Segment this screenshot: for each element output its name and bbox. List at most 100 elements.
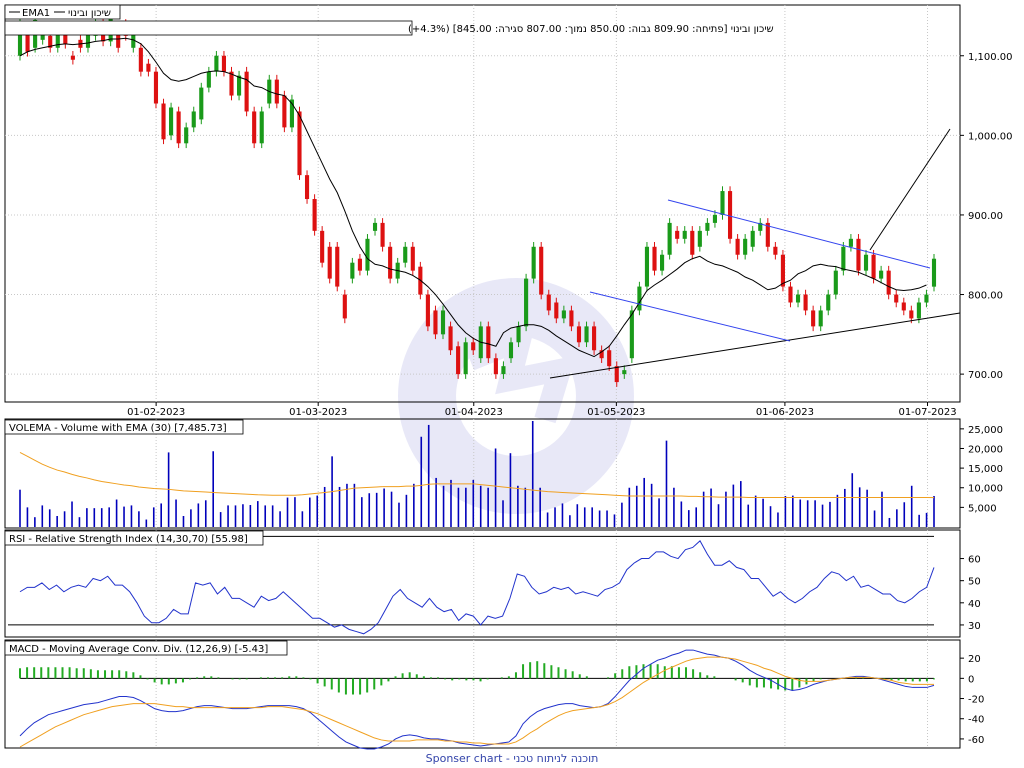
candle-down [811,310,816,327]
rsi-title: RSI - Relative Strength Index (14,30,70)… [4,530,264,546]
candle-up [879,270,884,279]
candle-up [440,310,446,335]
candle-up [924,294,929,303]
date-tick-label: 01-05-2023 [587,407,645,418]
candle-up [833,270,838,295]
candle-up [524,278,529,327]
date-tick-label: 01-03-2023 [289,407,347,418]
candle-up [259,111,264,144]
candle-up [85,31,91,48]
candle-up [206,71,211,88]
candle-up [214,55,219,72]
candle-down [138,47,143,72]
candle-down [274,79,279,104]
macd-tick-label: 0 [968,674,974,685]
candle-up [667,222,672,255]
volume-title: VOLEMA - Volume with EMA (30) [7,485.73] [4,419,244,435]
date-tick-label: 01-06-2023 [756,407,814,418]
candle-up [40,31,45,40]
candle-up [372,222,378,231]
candle-down [727,191,733,239]
candle-down [901,302,906,311]
candle-up [191,111,196,128]
candle-up [403,246,408,263]
price-tick-label: 800.00 [968,291,1003,302]
candle-down [614,366,619,383]
rsi-tick-label: 30 [968,621,981,632]
channel-lower-line [549,312,961,379]
candle-up [516,326,521,343]
candle-up [199,87,204,120]
candle-down [599,350,604,359]
legend-series-label: שיכון ובינוי [68,8,111,19]
macd-line [19,649,935,750]
candle-down [357,258,362,271]
candle-up [750,230,755,247]
candle-down [652,246,657,271]
candle-up [682,230,687,239]
candle-up [501,366,506,375]
macd-panel[interactable] [4,639,961,749]
candle-up [531,246,536,279]
candle-up [289,99,294,128]
volume-tick-label: 15,000 [968,464,1003,475]
candle-down [493,358,498,375]
volume-panel[interactable] [4,418,961,529]
candle-up [644,246,650,287]
candle-down [539,246,544,295]
footer-credit: Sponser chart - תוכנה לניתוח טכני [425,752,599,765]
rsi-tick-label: 60 [968,555,981,566]
candle-up [17,23,23,56]
candle-down [327,246,332,279]
price-tick-label: 1,000.00 [968,131,1013,142]
legend-ema-label: EMA1 [22,8,50,19]
candle-up [826,294,831,311]
candle-up [758,222,763,231]
candle-down [153,71,159,104]
candle-down [380,222,385,247]
candle-down [856,238,861,271]
volume-tick-label: 25,000 [968,425,1003,436]
channel-blue-lower-line [589,291,791,342]
channel-blue-upper-line [667,199,931,269]
candle-down [342,294,347,319]
candle-up [508,342,514,359]
candle-down [320,230,325,263]
candle-down [335,246,340,287]
candle-up [818,310,823,327]
candle-up [184,127,189,144]
macd-tick-label: -20 [968,695,984,706]
candle-up [848,238,853,247]
candle-up [236,75,242,96]
candle-down [70,55,75,60]
price-panel[interactable] [4,4,961,403]
candle-down [252,111,257,144]
watermark-logo [398,278,634,514]
candle-up [629,310,634,359]
rsi-title-text: RSI - Relative Strength Index (14,30,70)… [9,534,248,545]
volume-tick-label: 10,000 [968,484,1003,495]
grid-lines [5,5,960,748]
macd-tick-label: -40 [968,715,984,726]
price-info-text: שיכון ובינוי [פתיחה: 809.90 גבוה: 850.00… [408,24,774,35]
candle-down [803,294,808,311]
candle-down [304,175,310,200]
candle-down [282,95,287,128]
rsi-tick-label: 40 [968,599,981,610]
candle-down [569,310,574,327]
macd-tick-label: -60 [968,735,984,746]
candle-up [720,191,725,215]
macd-title: MACD - Moving Average Conv. Div. (12,26,… [4,640,288,656]
candle-down [690,230,695,255]
candle-down [161,103,166,140]
volume-series [19,421,935,527]
candle-up [55,31,60,48]
candle-down [410,246,415,271]
volume-tick-label: 5,000 [968,503,997,514]
date-tick-label: 01-02-2023 [127,407,185,418]
rsi-panel[interactable] [4,529,961,638]
macd-tick-label: 20 [968,654,981,665]
candle-down [886,270,891,295]
candle-down [229,71,234,96]
